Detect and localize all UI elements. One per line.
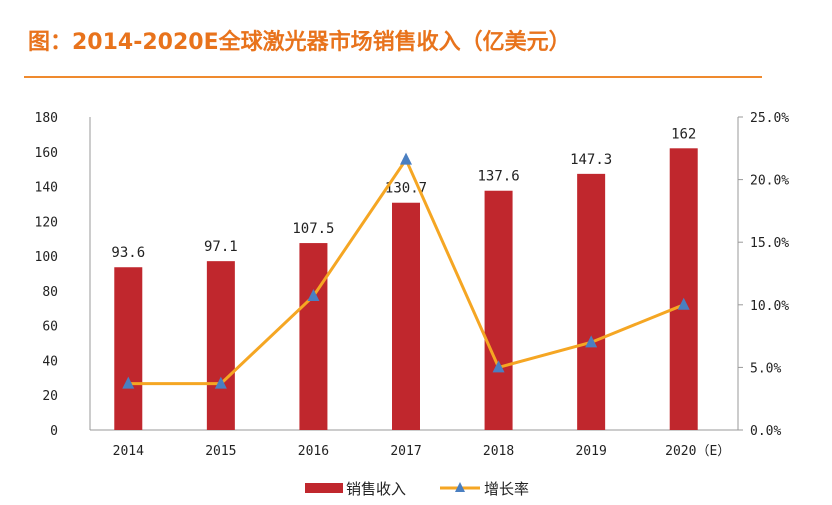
right-tick-label: 25.0% bbox=[750, 111, 789, 126]
growth-marker bbox=[307, 289, 320, 302]
left-tick-label: 80 bbox=[42, 285, 58, 300]
left-tick-label: 160 bbox=[35, 146, 58, 161]
bar bbox=[206, 261, 235, 430]
left-tick-label: 180 bbox=[35, 111, 58, 126]
growth-marker bbox=[492, 360, 505, 373]
right-tick-label: 5.0% bbox=[750, 361, 781, 376]
data-label: 93.6 bbox=[111, 245, 145, 261]
legend-bar-swatch bbox=[305, 483, 343, 493]
title-underline bbox=[24, 76, 762, 78]
left-tick-label: 140 bbox=[35, 181, 58, 196]
left-tick-label: 20 bbox=[42, 389, 58, 404]
legend-bar-label: 销售收入 bbox=[346, 480, 406, 498]
growth-marker bbox=[214, 376, 227, 389]
growth-marker bbox=[400, 152, 412, 165]
left-tick-label: 60 bbox=[42, 320, 58, 335]
bar bbox=[392, 202, 420, 430]
right-tick-label: 15.0% bbox=[750, 236, 789, 251]
bar bbox=[669, 148, 698, 431]
bar bbox=[577, 173, 606, 430]
data-label: 97.1 bbox=[204, 239, 238, 255]
left-tick-label: 120 bbox=[35, 215, 58, 230]
x-tick-label: 2017 bbox=[390, 444, 421, 459]
growth-marker bbox=[122, 376, 135, 389]
x-tick-label: 2014 bbox=[113, 444, 144, 459]
data-label: 147.3 bbox=[570, 152, 612, 168]
x-tick-label: 2020（E） bbox=[665, 444, 730, 459]
right-tick-label: 20.0% bbox=[750, 174, 789, 189]
right-tick-label: 10.0% bbox=[750, 299, 789, 314]
legend-line-marker bbox=[455, 482, 465, 492]
growth-marker bbox=[585, 335, 598, 348]
legend-line-label: 增长率 bbox=[484, 480, 529, 498]
data-label: 107.5 bbox=[292, 221, 334, 237]
bar bbox=[114, 267, 143, 430]
x-tick-label: 2018 bbox=[483, 444, 514, 459]
data-label: 137.6 bbox=[477, 169, 519, 185]
left-tick-label: 0 bbox=[50, 424, 58, 439]
left-tick-label: 100 bbox=[35, 250, 58, 265]
data-label: 162 bbox=[671, 126, 696, 142]
left-tick-label: 40 bbox=[42, 354, 58, 369]
right-tick-label: 0.0% bbox=[750, 424, 781, 439]
bar bbox=[484, 190, 513, 430]
x-tick-label: 2015 bbox=[205, 444, 236, 459]
x-tick-label: 2016 bbox=[298, 444, 329, 459]
x-tick-label: 2019 bbox=[575, 444, 606, 459]
growth-marker bbox=[677, 297, 690, 310]
chart-title: 图：2014-2020E全球激光器市场销售收入（亿美元） bbox=[28, 30, 571, 55]
bar bbox=[299, 243, 328, 430]
